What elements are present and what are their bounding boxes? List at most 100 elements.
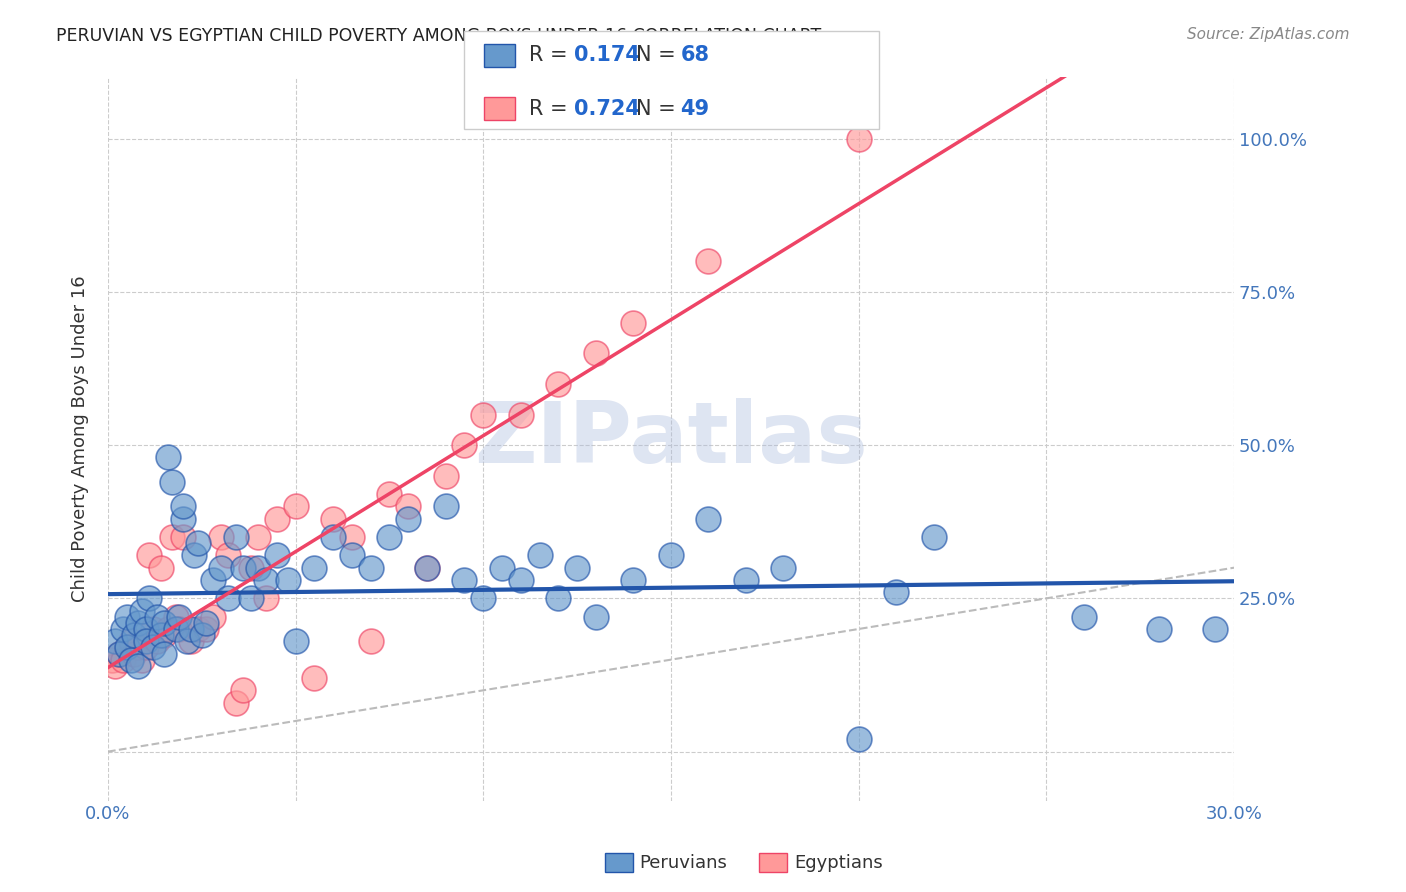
Point: [322, 530, 344, 544]
Point: [225, 696, 247, 710]
Point: [138, 591, 160, 606]
Point: [142, 622, 165, 636]
Point: [157, 622, 180, 636]
Point: [1204, 622, 1226, 636]
Point: [322, 512, 344, 526]
Point: [1073, 609, 1095, 624]
Point: [378, 487, 401, 501]
Point: [153, 628, 176, 642]
Point: [1147, 622, 1170, 636]
Point: [209, 560, 232, 574]
Point: [434, 500, 457, 514]
Point: [160, 530, 183, 544]
Point: [547, 591, 569, 606]
Point: [472, 408, 495, 422]
Point: [266, 549, 288, 563]
Point: [217, 549, 239, 563]
Point: [134, 622, 156, 636]
Point: [187, 622, 209, 636]
Point: [491, 560, 513, 574]
Point: [169, 609, 191, 624]
Point: [172, 500, 194, 514]
Point: [232, 683, 254, 698]
Point: [360, 634, 382, 648]
Point: [131, 604, 153, 618]
Point: [122, 628, 145, 642]
Point: [115, 640, 138, 655]
Point: [621, 316, 644, 330]
Point: [659, 549, 682, 563]
Point: [340, 530, 363, 544]
Point: [176, 634, 198, 648]
Point: [131, 653, 153, 667]
Point: [153, 615, 176, 630]
Point: [547, 376, 569, 391]
Point: [621, 573, 644, 587]
Point: [138, 549, 160, 563]
Point: [172, 530, 194, 544]
Point: [266, 512, 288, 526]
Point: [884, 585, 907, 599]
Point: [304, 671, 326, 685]
Point: [225, 530, 247, 544]
Point: [165, 622, 187, 636]
Point: [149, 628, 172, 642]
Point: [378, 530, 401, 544]
Text: 0.724: 0.724: [574, 99, 640, 119]
Point: [115, 640, 138, 655]
Point: [108, 647, 131, 661]
Text: Egyptians: Egyptians: [794, 854, 883, 871]
Point: [104, 634, 127, 648]
Point: [585, 609, 607, 624]
Point: [157, 450, 180, 465]
Text: ZIPatlas: ZIPatlas: [474, 398, 868, 481]
Point: [247, 530, 270, 544]
Point: [194, 622, 217, 636]
Point: [172, 512, 194, 526]
Text: R =: R =: [529, 45, 574, 65]
Point: [247, 560, 270, 574]
Point: [183, 549, 205, 563]
Point: [217, 591, 239, 606]
Point: [453, 438, 475, 452]
Point: [111, 653, 134, 667]
Point: [434, 468, 457, 483]
Point: [239, 591, 262, 606]
Point: [304, 560, 326, 574]
Point: [254, 573, 277, 587]
Point: [848, 132, 870, 146]
Point: [735, 573, 758, 587]
Point: [180, 622, 202, 636]
Point: [922, 530, 945, 544]
Point: [153, 647, 176, 661]
Point: [416, 560, 439, 574]
Point: [187, 536, 209, 550]
Point: [396, 500, 419, 514]
Point: [111, 622, 134, 636]
Text: N =: N =: [636, 45, 682, 65]
Point: [122, 647, 145, 661]
Point: [565, 560, 588, 574]
Point: [108, 647, 131, 661]
Point: [127, 658, 149, 673]
Text: 49: 49: [681, 99, 710, 119]
Point: [209, 530, 232, 544]
Point: [134, 640, 156, 655]
Point: [239, 560, 262, 574]
Point: [194, 615, 217, 630]
Point: [509, 408, 531, 422]
Point: [529, 549, 551, 563]
Point: [472, 591, 495, 606]
Point: [340, 549, 363, 563]
Text: N =: N =: [636, 99, 682, 119]
Text: 0.174: 0.174: [574, 45, 640, 65]
Point: [146, 634, 169, 648]
Point: [697, 512, 720, 526]
Point: [100, 653, 122, 667]
Point: [284, 500, 307, 514]
Point: [509, 573, 531, 587]
Y-axis label: Child Poverty Among Boys Under 16: Child Poverty Among Boys Under 16: [72, 276, 89, 602]
Point: [165, 609, 187, 624]
Point: [848, 732, 870, 747]
Point: [202, 573, 225, 587]
